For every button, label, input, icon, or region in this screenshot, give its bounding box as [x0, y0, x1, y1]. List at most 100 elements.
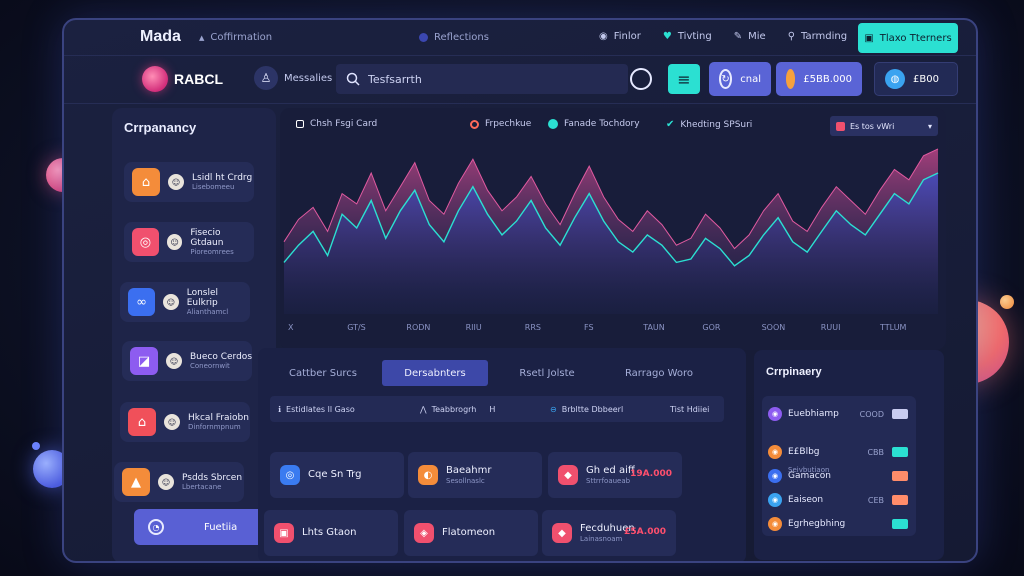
range-select[interactable]: Es tos vWri ▾ — [830, 116, 938, 136]
triangle-icon: ▲ — [199, 33, 205, 42]
search-input[interactable] — [368, 72, 608, 86]
status-badge — [892, 519, 908, 529]
card-title: Fecduhuen — [580, 522, 635, 534]
menu-item-0[interactable]: ◉ Finlor — [599, 31, 641, 42]
hamburger-menu-button[interactable]: ≡ — [668, 64, 700, 94]
filter-2[interactable]: ⊖ Brbltte Dbbeerl — [550, 404, 624, 414]
pencil-icon: ✎ — [733, 31, 743, 42]
sidebar-item-1[interactable]: ◎ ☺ Fisecio Gtdaun Pioreomrees — [124, 222, 254, 262]
transaction-card-5[interactable]: ◆ Fecduhuen Lainasnoam £5A.000 — [542, 510, 676, 556]
card-text: Lhts Gtaon — [302, 527, 356, 539]
summary-row-value: CEB — [867, 495, 884, 505]
legend-item-1[interactable]: Frpechkue — [470, 119, 531, 129]
line-chart: X GT/S RODN RIIU RRS FS TAUN GOR SOON RUUI TTLUM — [283, 148, 939, 332]
sidebar-item-5[interactable]: ▲ ☺ Psdds Sbrcen Lbertacane — [114, 462, 244, 502]
card-icon: ◆ — [552, 523, 572, 543]
tab-1[interactable]: Dersabnters — [382, 360, 488, 386]
logo-icon — [142, 66, 168, 92]
heart-icon: ♥ — [662, 31, 672, 42]
balance-pill-button[interactable]: £5BB.000 — [776, 62, 862, 96]
filter-1[interactable]: ⋀ Teabbrogrh H — [420, 404, 496, 414]
app-icon: ⌂ — [128, 408, 156, 436]
filter-0[interactable]: ℹ Estidlates ll Gaso — [278, 404, 355, 414]
transaction-card-1[interactable]: ◐ Baeahmr Sesollnaslc — [408, 452, 542, 498]
messages-button[interactable]: ♙ Messalies — [254, 66, 332, 90]
center-tab-label: Reflections — [434, 32, 489, 43]
toolbar: RABCL ♙ Messalies ≡ ↻ cnal £5BB.000 ◍ £B… — [64, 56, 976, 104]
sidebar-item-label: Psdds Sbrcen — [182, 472, 243, 483]
sidebar-item-0[interactable]: ⌂ ☺ Lsidl ht Crdrg Lisebomeeu — [124, 162, 254, 202]
pin-icon: ⚲ — [787, 31, 796, 42]
person-icon: ♙ — [254, 66, 278, 90]
legend-item-2[interactable]: Fanade Tochdory — [548, 119, 640, 129]
sidebar-item-4[interactable]: ⌂ ☺ Hkcal Fraiobn Dinfornmpnum — [120, 402, 250, 442]
card-title: Gh ed aiff — [586, 464, 635, 476]
sidebar-item-label: Lsidl ht Crdrg — [192, 172, 253, 183]
currency-pill-button[interactable]: ◍ £B00 — [874, 62, 958, 96]
tab-2[interactable]: Rsetl Jolste — [519, 367, 575, 379]
menu-item-2[interactable]: ✎ Mie — [733, 31, 766, 42]
summary-row-4[interactable]: ◉ Egrhegbhing — [768, 514, 914, 534]
app-icon: ◎ — [132, 228, 159, 256]
summary-row-3[interactable]: ◉ Eaiseon CEB — [768, 490, 914, 510]
filter-3[interactable]: Tist Hdiiei — [670, 404, 710, 414]
avatar-icon: ☺ — [158, 474, 174, 490]
summary-row-label: Gamacon — [788, 471, 831, 481]
transaction-card-2[interactable]: ◆ Gh ed aiff Sttrrfoaueab 19A.000 — [548, 452, 682, 498]
summary-row-0[interactable]: ◉ Euebhiamp COOD — [768, 404, 914, 424]
transaction-card-3[interactable]: ▣ Lhts Gtaon — [264, 510, 398, 556]
transaction-card-0[interactable]: ◎ Cqe Sn Trg — [270, 452, 404, 498]
sidebar-item-label: Lonslel Eulkrip — [186, 287, 219, 308]
avatar-icon: ☺ — [166, 353, 182, 369]
top-cta-button[interactable]: ▣ Tlaxo Tterners — [858, 23, 958, 53]
summary-row-2[interactable]: ◉ Gamacon — [768, 466, 914, 486]
menu-item-3[interactable]: ⚲ Tarmding — [787, 31, 848, 42]
title-subtitle[interactable]: ▲ Coffirmation — [199, 32, 272, 43]
check-icon: ✔ — [666, 119, 675, 130]
sidebar-cta-button[interactable]: ◔ Fuetiia — [134, 509, 274, 545]
card-subtitle: Lainasnoam — [580, 534, 623, 543]
search-box[interactable] — [336, 64, 628, 94]
chart-icon: ⋀ — [420, 404, 427, 414]
coin-icon: ◉ — [768, 469, 782, 483]
sidebar-item-sub: Coneornwit — [190, 362, 230, 371]
summary-list: ◉ Euebhiamp COOD ◉ E£Blbg CBB ◉ Gamacon ◉ Eaiseon… — [762, 396, 916, 536]
x-tick-label: X — [288, 323, 294, 332]
sync-pill-button[interactable]: ↻ cnal — [709, 62, 771, 96]
logo-text: RABCL — [174, 71, 223, 87]
summary-row-value: CBB — [867, 447, 884, 457]
brand-logo[interactable]: RABCL — [142, 66, 223, 92]
x-tick-label: TAUN — [642, 323, 665, 332]
coin-icon — [786, 69, 796, 89]
tab-3[interactable]: Rarrago Woro — [624, 367, 694, 379]
transaction-card-4[interactable]: ◈ Flatomeon — [404, 510, 538, 556]
series-line-0 — [283, 148, 939, 250]
summary-row-label: Eaiseon — [788, 495, 824, 505]
sidebar-item-text: Lsidl ht Crdrg Lisebomeeu — [192, 173, 252, 191]
center-tab[interactable]: Reflections — [419, 32, 489, 43]
x-tick-label: RRS — [525, 323, 541, 332]
tab-0[interactable]: Cattber Surcs — [288, 367, 358, 379]
legend-item-0[interactable]: Chsh Fsgi Card — [296, 119, 377, 129]
flag-icon — [836, 121, 845, 131]
summary-row-label: Euebhiamp — [788, 409, 839, 419]
chevron-down-icon: ▾ — [927, 121, 932, 131]
x-tick-label: GOR — [702, 323, 720, 332]
x-tick-label: FS — [584, 323, 594, 332]
sidebar-item-text: Lonslel Eulkrip Alianthamcl — [187, 288, 250, 317]
card-text: Flatomeon — [442, 527, 495, 539]
summary-row-1[interactable]: ◉ E£Blbg CBB — [768, 442, 914, 462]
sidebar-item-3[interactable]: ◪ ☺ Bueco Cerdos Coneornwit — [122, 341, 252, 381]
h-icon: H — [489, 404, 496, 414]
legend-item-3[interactable]: ✔ Khedting SPSuri — [666, 119, 753, 130]
card-subtitle: Sttrrfoaueab — [586, 476, 631, 485]
menu-item-1[interactable]: ♥ Tivting — [662, 31, 712, 42]
app-icon: ◪ — [130, 347, 158, 375]
coin-icon: ◉ — [768, 407, 782, 421]
card-title: Lhts Gtaon — [302, 527, 357, 538]
card-icon: ◐ — [418, 465, 438, 485]
avatar-icon: ☺ — [164, 414, 180, 430]
record-button[interactable] — [630, 68, 652, 90]
sidebar: Crrpanancy ⌂ ☺ Lsidl ht Crdrg Lisebomeeu ◎ ☺ F… — [112, 108, 276, 561]
sidebar-item-2[interactable]: ∞ ☺ Lonslel Eulkrip Alianthamcl — [120, 282, 250, 322]
